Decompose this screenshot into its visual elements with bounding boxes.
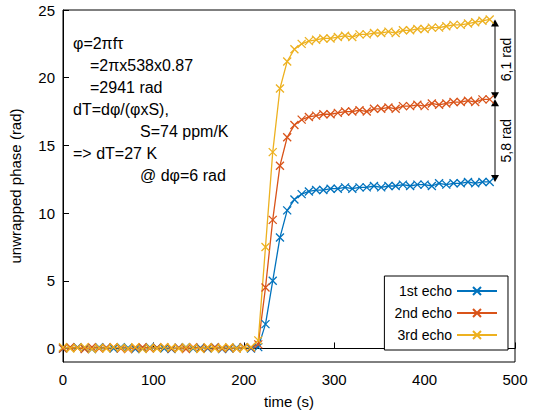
svg-text:500: 500 [502,371,527,388]
svg-text:φ=2πfτ: φ=2πfτ [73,35,124,52]
svg-text:100: 100 [141,371,166,388]
svg-text:=> dT=27 K: => dT=27 K [73,145,157,162]
svg-text:5: 5 [47,272,55,289]
svg-text:=2πx538x0.87: =2πx538x0.87 [90,57,193,74]
svg-text:20: 20 [38,69,55,86]
svg-text:=2941 rad: =2941 rad [90,79,163,96]
svg-text:unwrapped phase (rad): unwrapped phase (rad) [7,108,24,263]
svg-text:300: 300 [322,371,347,388]
svg-text:6,1 rad: 6,1 rad [498,38,514,82]
svg-text:0: 0 [59,371,67,388]
svg-text:2nd echo: 2nd echo [394,305,452,321]
svg-text:1st echo: 1st echo [399,283,452,299]
svg-text:time (s): time (s) [264,393,314,410]
svg-text:400: 400 [412,371,437,388]
svg-text:dT=dφ/(φxS),: dT=dφ/(φxS), [73,101,169,118]
svg-text:3rd echo: 3rd echo [398,327,453,343]
svg-text:15: 15 [38,137,55,154]
svg-text:200: 200 [231,371,256,388]
svg-text:10: 10 [38,205,55,222]
svg-text:25: 25 [38,2,55,19]
svg-text:S=74 ppm/K: S=74 ppm/K [140,123,229,140]
svg-text:0: 0 [47,340,55,357]
svg-text:@ dφ=6 rad: @ dφ=6 rad [140,167,226,184]
svg-text:5,8 rad: 5,8 rad [498,119,514,163]
